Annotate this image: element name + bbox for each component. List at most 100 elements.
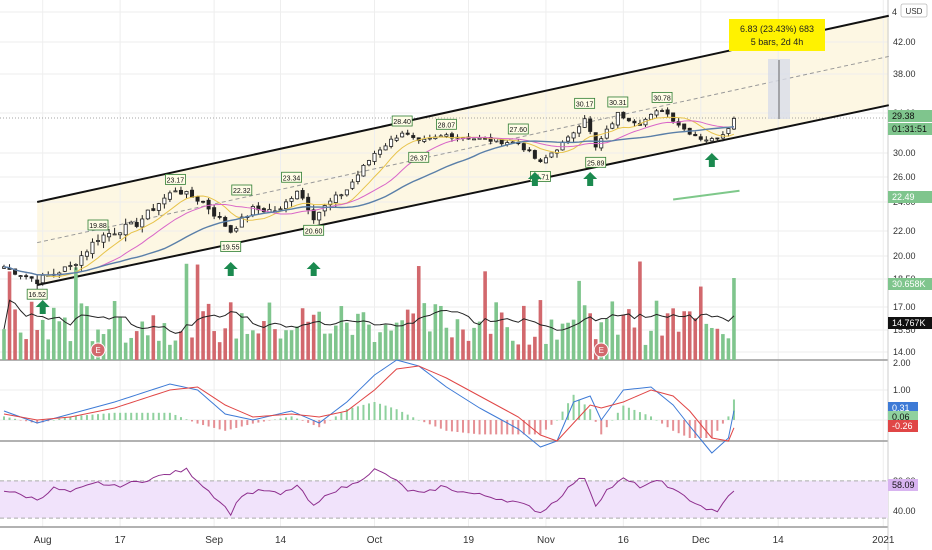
- volume-bar: [522, 305, 526, 360]
- volume-bar: [168, 344, 172, 360]
- price-tick-label: 14.00: [893, 347, 916, 357]
- volume-bar: [206, 303, 211, 360]
- macd-histogram-bar: [567, 403, 570, 420]
- macd-histogram-bar: [157, 412, 160, 420]
- price-tick-label: 42.00: [893, 37, 916, 47]
- volume-bar: [527, 344, 532, 360]
- candle-body: [582, 118, 587, 128]
- volume-bar: [416, 266, 421, 360]
- volume-bar: [85, 306, 89, 360]
- volume-ma-line: [3, 299, 735, 334]
- volume-bar: [533, 336, 537, 360]
- macd-signal-line: [3, 365, 735, 442]
- volume-bar: [278, 338, 283, 360]
- macd-histogram-bar: [108, 413, 111, 420]
- candle-body: [610, 123, 615, 129]
- candle-body: [621, 111, 626, 119]
- macd-histogram-bar: [550, 420, 553, 425]
- candle-body: [107, 233, 112, 238]
- ma-value-tag: 22.49: [892, 192, 915, 202]
- volume-bar: [245, 333, 250, 360]
- candle-body: [134, 222, 139, 227]
- candle-body: [593, 132, 598, 148]
- volume-bar: [29, 301, 34, 360]
- candle-body: [350, 181, 355, 189]
- earnings-marker-label: E: [599, 346, 604, 355]
- volume-bar: [566, 322, 570, 360]
- candle-body: [378, 149, 383, 155]
- macd-histogram-bar: [683, 420, 686, 436]
- candle-body: [422, 138, 427, 142]
- macd-histogram-bar: [511, 420, 514, 435]
- macd-histogram-bar: [539, 420, 542, 435]
- volume-bar: [251, 330, 255, 360]
- candle-body: [389, 138, 394, 147]
- volume-ma-tag-bg: [888, 317, 932, 329]
- volume-bar: [18, 332, 23, 360]
- volume-bar: [682, 311, 686, 360]
- last-price-tag: 29.38: [892, 111, 915, 121]
- macd-histogram-bar: [58, 418, 61, 420]
- macd-histogram-bar: [561, 411, 564, 420]
- volume-bar: [173, 340, 178, 360]
- macd-histogram-bar: [130, 412, 133, 420]
- macd-histogram-bar: [36, 420, 39, 424]
- volume-bar: [317, 311, 322, 360]
- volume-tag: 30.658K: [892, 279, 926, 289]
- macd-histogram-bar: [710, 420, 713, 438]
- candle-body: [79, 255, 84, 266]
- volume-bar: [367, 324, 371, 360]
- x-tick-label: 19: [463, 535, 475, 546]
- macd-tag: 0.31: [892, 403, 910, 413]
- ma-long-line: [3, 125, 735, 276]
- macd-signal-tag: 0.06: [892, 412, 910, 422]
- volume-bar: [361, 312, 366, 360]
- swing-label-box: [165, 173, 186, 185]
- candle-body: [239, 216, 244, 228]
- moving-average-lines: [3, 116, 735, 278]
- macd-histogram-bar: [340, 412, 343, 420]
- rsi-value-tag: 58.09: [892, 480, 915, 490]
- macd-histogram-bar: [69, 416, 72, 420]
- swing-label: 23.34: [283, 175, 301, 182]
- candle-body: [217, 216, 222, 218]
- macd-histogram-bar: [484, 420, 487, 435]
- candle-body: [366, 160, 371, 166]
- macd-histogram-bar: [406, 414, 409, 420]
- x-tick-label: 16: [618, 535, 630, 546]
- rsi-line: [3, 467, 735, 517]
- macd-histogram-bar: [218, 420, 221, 430]
- volume-bar: [345, 322, 349, 360]
- measure-info-line1: 6.83 (23.43%) 683: [740, 24, 814, 34]
- macd-histogram-bar: [146, 412, 149, 420]
- candle-body: [173, 190, 178, 193]
- macd-histogram-bar: [85, 415, 88, 420]
- swing-label-box: [435, 118, 457, 130]
- volume-bar: [444, 327, 449, 360]
- volume-bar: [339, 306, 344, 360]
- swing-label-box: [408, 151, 430, 163]
- macd-histogram-bar: [91, 414, 94, 420]
- volume-bar: [68, 341, 73, 360]
- volume-bar: [201, 311, 205, 360]
- macd-histogram-bar: [456, 420, 459, 432]
- macd-histogram-bar: [3, 416, 5, 420]
- candle-body: [588, 118, 593, 132]
- macd-hist-tag: -0.26: [892, 421, 913, 431]
- macd-histogram-bar: [650, 416, 653, 420]
- rsi-panel[interactable]: [0, 467, 888, 519]
- macd-histogram-bar: [594, 420, 597, 422]
- macd-histogram-bar: [666, 420, 669, 428]
- macd-histogram-bar: [285, 417, 288, 420]
- candle-body: [123, 223, 128, 236]
- volume-bar: [604, 318, 609, 360]
- volume-bar: [13, 309, 17, 360]
- volume-bar: [179, 331, 183, 360]
- volume-bar: [289, 330, 294, 360]
- macd-panel[interactable]: [3, 359, 735, 454]
- volume-bar: [228, 302, 233, 360]
- volume-bar: [123, 342, 128, 360]
- candle-body: [129, 221, 134, 225]
- macd-histogram-bar: [390, 407, 393, 420]
